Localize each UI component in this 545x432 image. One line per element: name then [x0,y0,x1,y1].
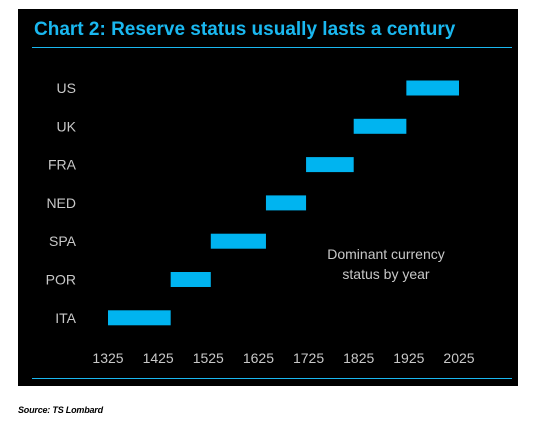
x-tick-label-1725: 1725 [293,350,324,366]
category-label-ned: NED [46,195,76,211]
category-label-uk: UK [57,118,77,134]
bar-ned [265,195,307,211]
chart-title: Chart 2: Reserve status usually lasts a … [34,19,456,40]
category-label-por: POR [46,272,76,288]
category-label-spa: SPA [49,233,77,249]
category-label-ita: ITA [55,310,76,326]
bar-spa [210,233,266,249]
x-tick-label-2025: 2025 [443,350,474,366]
source-note: Source: TS Lombard [18,405,103,415]
x-tick-label-1325: 1325 [92,350,123,366]
bar-us [406,80,459,96]
chart-panel: Chart 2: Reserve status usually lasts a … [18,9,518,386]
category-label-fra: FRA [48,157,77,173]
x-tick-label-1925: 1925 [393,350,424,366]
bar-ita [108,310,171,326]
bottom-divider [32,378,512,379]
x-tick-label-1525: 1525 [193,350,224,366]
bar-por [170,272,211,287]
x-tick-label-1825: 1825 [343,350,374,366]
title-divider [32,47,512,48]
category-label-us: US [57,80,76,96]
x-tick-label-1425: 1425 [143,350,174,366]
annotation-line-2: status by year [342,266,429,282]
bar-fra [306,157,354,173]
annotation-line-1: Dominant currency [327,246,445,262]
bar-uk [353,118,407,134]
x-tick-label-1625: 1625 [243,350,274,366]
range-bar-chart: US UK FRA NED SPA POR ITA 1325 1425 1525 1625 1725 1… [46,80,475,366]
